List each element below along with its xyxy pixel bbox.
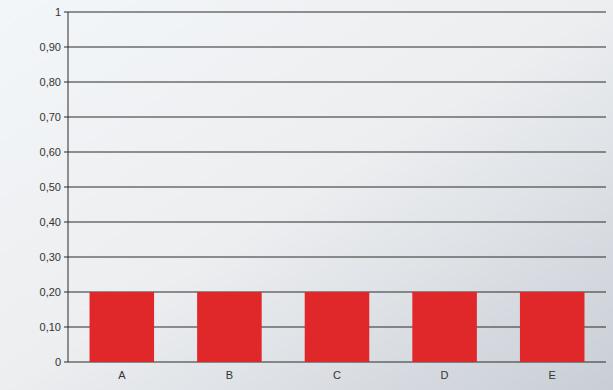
category-label: D [441,369,449,381]
tick-mark [64,82,68,83]
background [0,0,613,390]
grid-line [68,187,606,188]
y-tick-labels: 0 0,10 0,20 0,30 0,40 0,50 0,60 0,70 0,80 0,90 1 [40,6,61,368]
tick-mark [64,327,68,328]
bars [90,292,585,362]
category-label: B [226,369,233,381]
tick-label: 0,70 [40,111,61,123]
bar [90,292,155,362]
bar [412,292,477,362]
tick-label: 0,50 [40,181,61,193]
tick-mark [64,362,68,363]
tick-label: 0,90 [40,41,61,53]
tick-mark [64,292,68,293]
tick-mark [64,222,68,223]
grid-line [68,82,606,83]
chart: 0 0,10 0,20 0,30 0,40 0,50 0,60 0,70 0,80 0,90 1 A B… [0,0,613,390]
tick-label: 0 [55,356,61,368]
tick-label: 0,30 [40,251,61,263]
tick-label: 0,60 [40,146,61,158]
category-label: A [118,369,126,381]
y-axis [68,12,69,362]
grid-line [68,12,606,13]
tick-mark [64,117,68,118]
bar [305,292,370,362]
tick-mark [64,12,68,13]
grid-line [68,152,606,153]
tick-label: 0,20 [40,286,61,298]
tick-mark [64,47,68,48]
category-label: C [333,369,341,381]
grid-line [68,47,606,48]
tick-mark [64,152,68,153]
tick-mark [64,187,68,188]
grid-line [68,257,606,258]
tick-mark [64,257,68,258]
category-label: E [549,369,556,381]
tick-label: 1 [55,6,61,18]
bar [197,292,262,362]
tick-label: 0,40 [40,216,61,228]
grid-line [68,222,606,223]
tick-label: 0,80 [40,76,61,88]
grid [64,12,606,362]
tick-label: 0,10 [40,321,61,333]
grid-line [68,117,606,118]
bar [520,292,585,362]
x-tick-labels: A B C D E [118,369,556,381]
